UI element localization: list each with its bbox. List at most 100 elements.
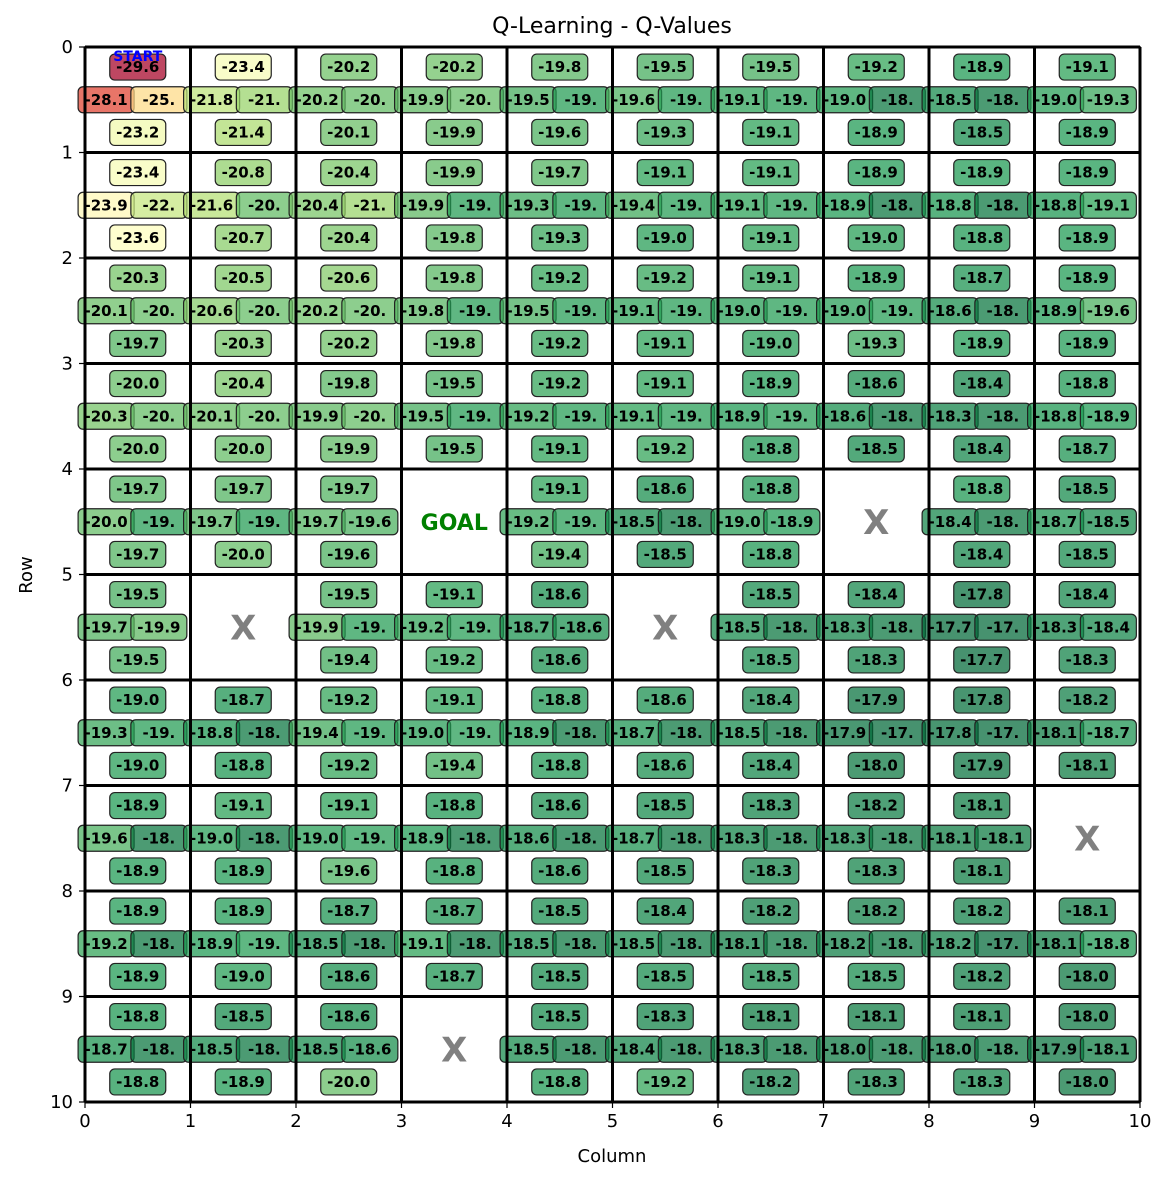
q-value-box-up xyxy=(742,264,800,292)
q-value-label: -29.6 xyxy=(116,58,159,76)
q-value-label: -19. xyxy=(459,618,492,636)
q-value-label: -18.9 xyxy=(222,862,265,880)
q-value-label: -18.4 xyxy=(644,902,687,920)
q-value-label: -18.5 xyxy=(538,1008,581,1026)
q-value-label: -18.7 xyxy=(612,724,655,742)
q-value-label: -18.5 xyxy=(749,967,792,985)
q-value-label: -18. xyxy=(775,1040,808,1058)
q-value-label: -18. xyxy=(881,829,914,847)
q-value-box-down xyxy=(109,540,167,569)
q-value-box-down xyxy=(320,224,378,252)
q-value-box-up xyxy=(531,53,589,81)
q-value-box-down xyxy=(214,857,272,885)
q-value-label: -18.5 xyxy=(190,1040,233,1058)
q-value-label: -17.9 xyxy=(960,756,1003,774)
q-value-box-up xyxy=(109,264,167,292)
q-value-label: -19.8 xyxy=(538,58,581,76)
q-value-label: -18. xyxy=(670,724,703,742)
q-value-label: -19.7 xyxy=(538,164,581,182)
q-value-label: -18.1 xyxy=(960,797,1003,815)
q-value-box-down xyxy=(531,224,589,252)
q-value-label: -18.2 xyxy=(823,935,866,953)
x-tick-label: 8 xyxy=(923,1111,934,1132)
q-value-box-right xyxy=(1079,613,1137,641)
q-value-box-down xyxy=(109,118,167,147)
q-value-label: -19.6 xyxy=(348,513,391,531)
q-value-label: -18.3 xyxy=(717,1040,760,1058)
q-value-label: -18.9 xyxy=(1066,123,1109,141)
q-value-label: -19.0 xyxy=(749,334,792,352)
q-value-label: -18.4 xyxy=(1066,586,1109,604)
q-value-box-up xyxy=(214,1002,272,1031)
q-value-box-down xyxy=(847,751,905,780)
q-value-box-down xyxy=(636,857,694,885)
q-value-box-up xyxy=(742,791,800,820)
q-value-label: -19.6 xyxy=(327,862,370,880)
q-value-box-down xyxy=(847,435,905,463)
q-value-box-down xyxy=(531,857,589,885)
q-value-label: -18.7 xyxy=(84,1040,127,1058)
q-value-box-down xyxy=(953,224,1011,252)
q-value-label: -19. xyxy=(564,196,597,214)
q-value-label: -18.7 xyxy=(222,691,265,709)
q-value-label: -19.4 xyxy=(295,724,338,742)
q-value-label: -18. xyxy=(564,935,597,953)
q-value-box-up xyxy=(742,580,800,609)
q-value-label: -18.9 xyxy=(401,829,444,847)
q-value-box-down xyxy=(953,1068,1011,1096)
q-value-box-up xyxy=(425,53,483,81)
q-value-label: -21.8 xyxy=(190,91,233,109)
q-value-label: -19.0 xyxy=(401,724,444,742)
q-value-label: -19.1 xyxy=(401,935,444,953)
q-value-label: -18.8 xyxy=(749,440,792,458)
y-tick-label: 1 xyxy=(62,143,73,164)
q-value-label: -18.8 xyxy=(538,756,581,774)
q-value-box-down xyxy=(847,857,905,885)
q-value-box-down xyxy=(1058,118,1116,147)
q-value-label: -19. xyxy=(353,618,386,636)
q-value-box-up xyxy=(425,580,483,609)
q-value-box-down xyxy=(953,329,1011,358)
q-value-box-up xyxy=(742,53,800,81)
q-value-box-up xyxy=(320,580,378,609)
q-value-label: -19.6 xyxy=(538,123,581,141)
q-value-box-down xyxy=(1058,224,1116,252)
q-value-box-up xyxy=(320,897,378,925)
q-value-label: -18. xyxy=(881,935,914,953)
q-value-label: -18.5 xyxy=(612,935,655,953)
q-value-box-down xyxy=(531,646,589,674)
q-value-label: -18.0 xyxy=(1066,1008,1109,1026)
q-value-box-up xyxy=(953,791,1011,820)
q-value-label: -19.1 xyxy=(717,196,760,214)
x-axis-label: Column xyxy=(578,1146,647,1167)
q-value-box-up xyxy=(1058,686,1116,714)
q-value-box-up xyxy=(1058,475,1116,503)
q-value-box-up xyxy=(953,264,1011,292)
q-value-label: -19.2 xyxy=(538,269,581,287)
q-value-label: -18. xyxy=(670,935,703,953)
q-value-label: -23.9 xyxy=(84,196,127,214)
q-value-label: -18.8 xyxy=(116,1073,159,1091)
q-value-box-down xyxy=(214,329,272,358)
q-value-label: -18.4 xyxy=(960,545,1003,563)
q-value-box-up xyxy=(953,475,1011,503)
q-value-label: -17.9 xyxy=(823,724,866,742)
q-value-label: -18. xyxy=(670,829,703,847)
q-value-label: -18. xyxy=(564,724,597,742)
q-value-box-down xyxy=(847,224,905,252)
q-value-label: -19.3 xyxy=(1087,91,1130,109)
q-value-box-up xyxy=(531,897,589,925)
q-value-label: -18.1 xyxy=(1034,724,1077,742)
q-value-box-down xyxy=(425,435,483,463)
q-value-label: -19.9 xyxy=(401,91,444,109)
q-value-label: -18.5 xyxy=(855,967,898,985)
q-value-box-down xyxy=(320,329,378,358)
q-value-label: -19.7 xyxy=(295,513,338,531)
q-value-label: -18.0 xyxy=(855,756,898,774)
y-tick-label: 3 xyxy=(62,354,73,375)
q-value-box-right xyxy=(1079,930,1137,958)
q-value-label: -18.8 xyxy=(433,797,476,815)
q-value-box-down xyxy=(742,224,800,252)
q-value-box-up xyxy=(214,475,272,503)
q-value-label: -18.2 xyxy=(960,902,1003,920)
